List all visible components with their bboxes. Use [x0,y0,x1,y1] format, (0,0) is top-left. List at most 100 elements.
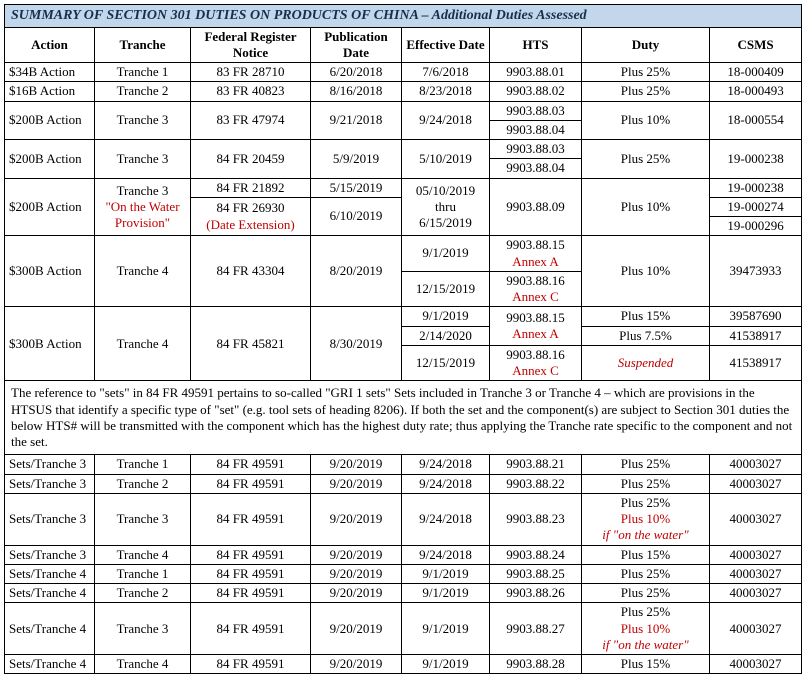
table-row: Sets/Tranche 4 Tranche 2 84 FR 49591 9/2… [5,584,802,603]
col-csms: CSMS [710,27,802,63]
cell-csms: 41538917 [710,326,802,345]
cell-action: Sets/Tranche 4 [5,584,95,603]
cell-tranche: Tranche 4 [95,236,191,307]
cell-csms: 39587690 [710,307,802,326]
cell-hts: 9903.88.24 [490,545,582,564]
cell-pub: 5/9/2019 [311,140,402,179]
cell-csms: 39473933 [710,236,802,307]
cell-tranche: Tranche 4 [95,655,191,674]
cell-duty: Plus 25% [582,140,710,179]
cell-tranche: Tranche 3 "On the Water Provision" [95,178,191,236]
duty-line: Plus 25% [621,495,670,510]
cell-csms: 19-000238 [710,178,802,197]
cell-frn: 84 FR 49591 [191,564,311,583]
cell-duty: Suspended [582,345,710,381]
cell-csms: 18-000409 [710,63,802,82]
col-tranche: Tranche [95,27,191,63]
cell-csms: 40003027 [710,564,802,583]
table-row: Sets/Tranche 4 Tranche 4 84 FR 49591 9/2… [5,655,802,674]
cell-action: $34B Action [5,63,95,82]
hts-annex: Annex C [512,363,559,378]
cell-pub: 9/20/2019 [311,455,402,474]
cell-pub: 8/16/2018 [311,82,402,101]
cell-duty: Plus 15% [582,655,710,674]
cell-eff: 9/1/2019 [402,307,490,326]
table-row: $300B Action Tranche 4 84 FR 43304 8/20/… [5,236,802,272]
cell-csms: 40003027 [710,584,802,603]
cell-eff: 05/10/2019 thru 6/15/2019 [402,178,490,236]
cell-eff: 8/23/2018 [402,82,490,101]
cell-duty: Plus 25% Plus 10% if "on the water" [582,603,710,655]
cell-hts: 9903.88.16 Annex C [490,271,582,307]
cell-frn: 84 FR 49591 [191,455,311,474]
tranche-line1: Tranche 3 [117,183,169,198]
hts-code: 9903.88.15 [506,310,565,325]
cell-duty: Plus 7.5% [582,326,710,345]
cell-tranche: Tranche 3 [95,603,191,655]
duty-line: Plus 25% [621,604,670,619]
header-row: Action Tranche Federal Register Notice P… [5,27,802,63]
cell-action: Sets/Tranche 3 [5,474,95,493]
eff-line: thru [435,199,456,214]
cell-action: $300B Action [5,307,95,381]
cell-pub: 9/20/2019 [311,655,402,674]
col-action: Action [5,27,95,63]
cell-frn: 84 FR 49591 [191,603,311,655]
table-row: Sets/Tranche 4 Tranche 3 84 FR 49591 9/2… [5,603,802,655]
cell-duty: Plus 10% [582,178,710,236]
table-row: Sets/Tranche 3 Tranche 1 84 FR 49591 9/2… [5,455,802,474]
hts-annex: Annex A [512,254,559,269]
cell-hts: 9903.88.04 [490,159,582,178]
table-row: $300B Action Tranche 4 84 FR 45821 8/30/… [5,307,802,326]
cell-hts: 9903.88.16 Annex C [490,345,582,381]
cell-tranche: Tranche 2 [95,474,191,493]
cell-hts: 9903.88.23 [490,493,582,545]
cell-duty: Plus 15% [582,307,710,326]
hts-code: 9903.88.15 [506,237,565,252]
cell-action: Sets/Tranche 3 [5,493,95,545]
cell-pub: 5/15/2019 [311,178,402,197]
cell-csms: 40003027 [710,474,802,493]
cell-pub: 9/20/2019 [311,603,402,655]
cell-csms: 19-000238 [710,140,802,179]
cell-action: Sets/Tranche 4 [5,655,95,674]
cell-duty: Plus 25% [582,584,710,603]
cell-hts: 9903.88.03 [490,101,582,120]
cell-duty: Plus 25% [582,63,710,82]
cell-eff: 9/24/2018 [402,101,490,140]
cell-hts: 9903.88.22 [490,474,582,493]
cell-eff: 5/10/2019 [402,140,490,179]
cell-eff: 9/24/2018 [402,545,490,564]
cell-hts: 9903.88.21 [490,455,582,474]
eff-line: 6/15/2019 [419,215,472,230]
cell-hts: 9903.88.26 [490,584,582,603]
cell-action: $200B Action [5,101,95,140]
cell-hts: 9903.88.27 [490,603,582,655]
cell-hts: 9903.88.25 [490,564,582,583]
cell-tranche: Tranche 4 [95,307,191,381]
cell-frn: 84 FR 49591 [191,545,311,564]
cell-duty: Plus 10% [582,101,710,140]
cell-eff: 12/15/2019 [402,345,490,381]
hts-annex: Annex C [512,289,559,304]
cell-csms: 18-000554 [710,101,802,140]
duty-line: if "on the water" [602,637,688,652]
col-pub: Publication Date [311,27,402,63]
cell-frn: 84 FR 26930 (Date Extension) [191,197,311,236]
cell-eff: 2/14/2020 [402,326,490,345]
cell-hts: 9903.88.04 [490,120,582,139]
cell-csms: 40003027 [710,603,802,655]
cell-hts: 9903.88.09 [490,178,582,236]
cell-action: Sets/Tranche 4 [5,564,95,583]
cell-pub: 8/20/2019 [311,236,402,307]
cell-hts: 9903.88.02 [490,82,582,101]
cell-action: Sets/Tranche 4 [5,603,95,655]
cell-csms: 19-000296 [710,217,802,236]
cell-eff: 9/1/2019 [402,603,490,655]
table-row: $16B Action Tranche 2 83 FR 40823 8/16/2… [5,82,802,101]
cell-frn: 84 FR 49591 [191,655,311,674]
cell-tranche: Tranche 2 [95,584,191,603]
cell-csms: 40003027 [710,455,802,474]
cell-frn: 84 FR 21892 [191,178,311,197]
cell-pub: 9/20/2019 [311,584,402,603]
